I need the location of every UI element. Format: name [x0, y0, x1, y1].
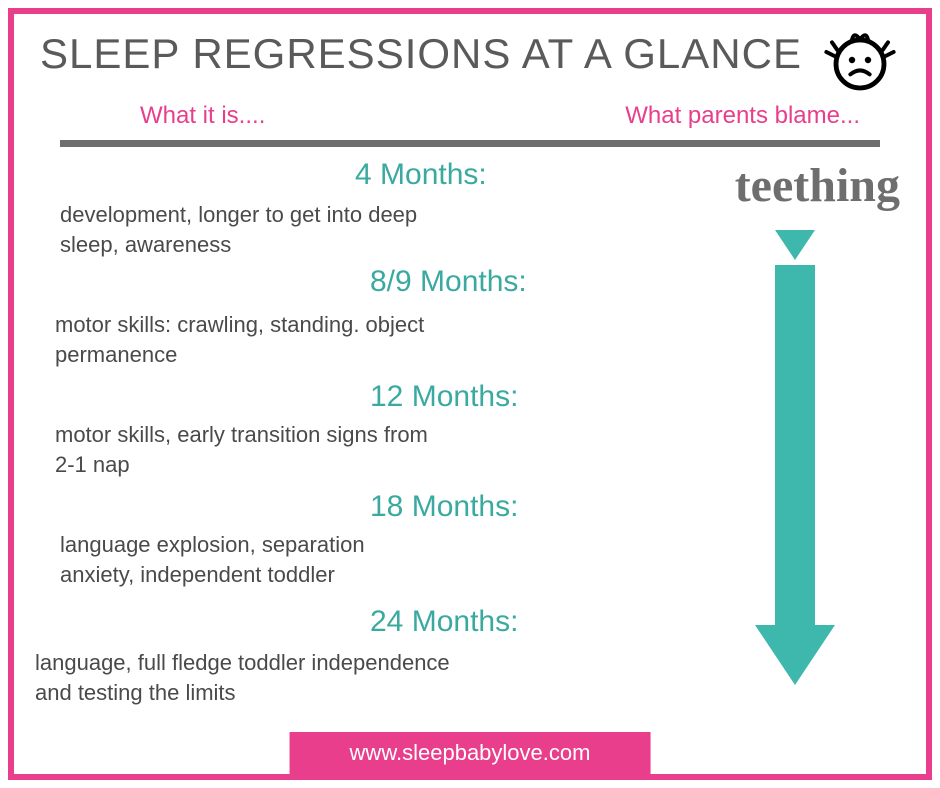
stage-heading-3: 18 Months: — [370, 490, 518, 524]
stage-heading-1: 8/9 Months: — [370, 265, 527, 299]
stage-desc-1: motor skills: crawling, standing. object… — [55, 310, 435, 369]
down-arrow-icon — [750, 230, 840, 690]
subtitle-what-it-is: What it is.... — [140, 102, 265, 130]
horizontal-divider — [60, 140, 880, 147]
stage-desc-4: language, full fledge toddler independen… — [35, 648, 455, 707]
subtitle-what-parents-blame: What parents blame... — [625, 102, 860, 130]
main-title: SLEEP REGRESSIONS AT A GLANCE — [40, 30, 802, 78]
stage-heading-2: 12 Months: — [370, 380, 518, 414]
stage-desc-0: development, longer to get into deep sle… — [60, 200, 440, 259]
stage-desc-3: language explosion, separation anxiety, … — [60, 530, 440, 589]
stage-heading-0: 4 Months: — [355, 158, 487, 192]
stage-desc-2: motor skills, early transition signs fro… — [55, 420, 435, 479]
blame-label: teething — [735, 158, 900, 213]
stage-heading-4: 24 Months: — [370, 605, 518, 639]
footer-url: www.sleepbabylove.com — [290, 732, 651, 774]
crying-baby-icon — [820, 20, 900, 100]
